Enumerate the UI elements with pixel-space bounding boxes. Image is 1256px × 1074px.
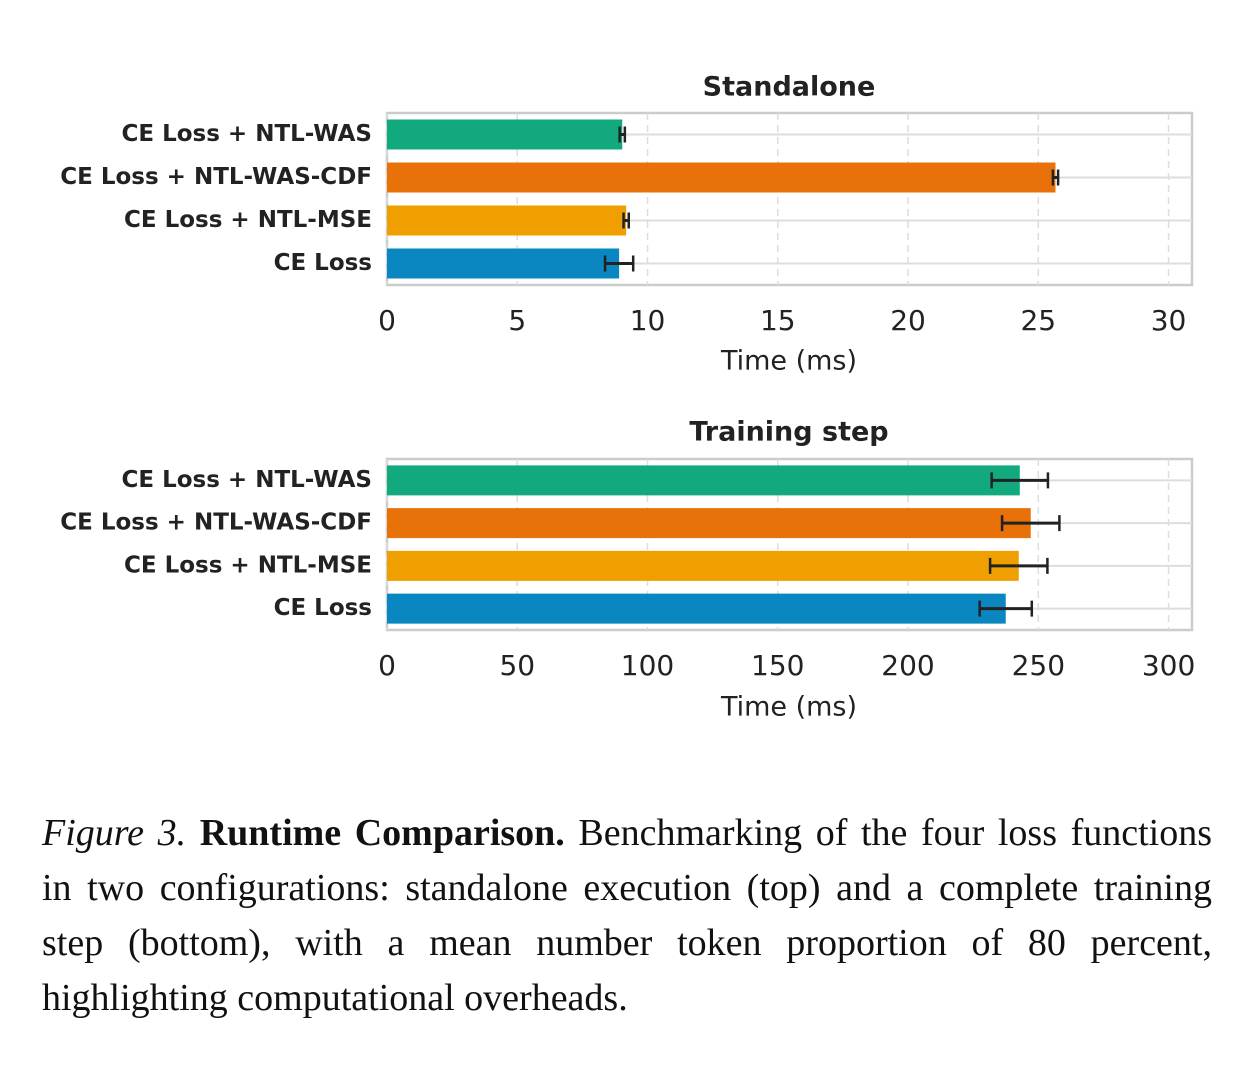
x-tick-label: 50 xyxy=(499,649,535,682)
x-tick-label: 250 xyxy=(1012,649,1065,682)
bar xyxy=(387,162,1056,193)
bar xyxy=(387,119,623,150)
bar xyxy=(387,550,1019,581)
x-axis-label: Time (ms) xyxy=(720,692,857,723)
caption: Figure 3. Runtime Comparison. Benchmarki… xyxy=(42,806,1212,1026)
y-tick-label: CE Loss + NTL-MSE xyxy=(124,552,372,578)
x-tick-label: 30 xyxy=(1151,304,1187,337)
y-tick-label: CE Loss + NTL-MSE xyxy=(124,207,372,233)
caption-label: Figure 3. xyxy=(42,812,187,854)
bar xyxy=(387,465,1020,496)
caption-text: Benchmarking of the four loss functions … xyxy=(42,812,1212,1019)
x-tick-label: 5 xyxy=(508,304,526,337)
x-tick-label: 150 xyxy=(751,649,804,682)
x-tick-label: 25 xyxy=(1020,304,1056,337)
y-tick-label: CE Loss xyxy=(274,250,372,276)
chart-title: Training step xyxy=(689,417,888,448)
y-tick-label: CE Loss + NTL-WAS-CDF xyxy=(60,510,372,536)
caption-title: Runtime Comparison. xyxy=(199,812,565,854)
bar xyxy=(387,593,1006,624)
chart-title: Standalone xyxy=(703,72,876,103)
x-tick-label: 10 xyxy=(630,304,666,337)
x-tick-label: 300 xyxy=(1142,649,1195,682)
x-tick-label: 200 xyxy=(881,649,934,682)
bar xyxy=(387,205,627,236)
y-tick-label: CE Loss xyxy=(274,595,372,621)
y-tick-label: CE Loss + NTL-WAS xyxy=(121,121,372,147)
x-tick-label: 15 xyxy=(760,304,796,337)
bar xyxy=(387,508,1031,539)
x-tick-label: 20 xyxy=(890,304,926,337)
y-tick-label: CE Loss + NTL-WAS xyxy=(121,467,372,493)
x-tick-label: 0 xyxy=(378,304,396,337)
y-tick-label: CE Loss + NTL-WAS-CDF xyxy=(60,164,372,190)
chart: Standalone 0 5 10 15 20 25 30 Time (ms) CE Loss +… xyxy=(60,72,1195,723)
bar xyxy=(387,248,620,279)
x-axis-label: Time (ms) xyxy=(720,346,857,377)
x-tick-label: 0 xyxy=(378,649,396,682)
x-tick-label: 100 xyxy=(621,649,674,682)
